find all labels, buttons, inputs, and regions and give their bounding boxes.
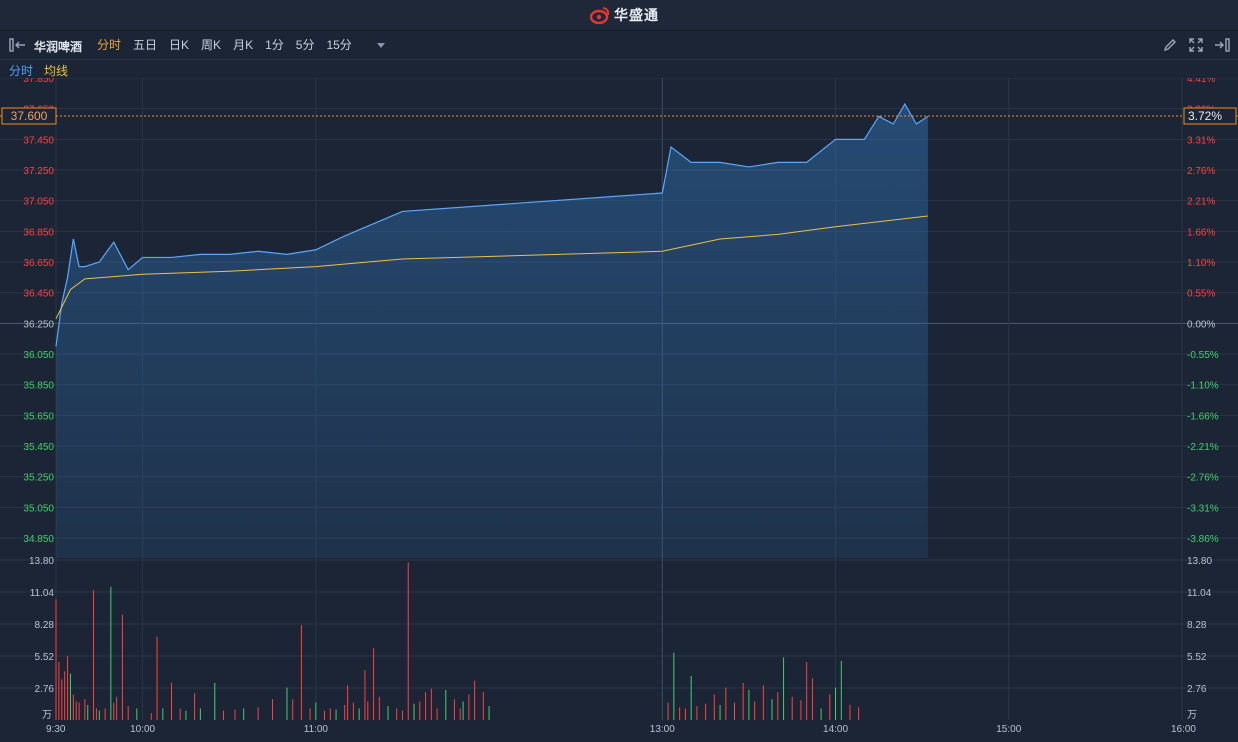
volume-unit-label: 万 bbox=[42, 710, 52, 721]
pct-tick-label: 3.31% bbox=[1187, 135, 1215, 146]
crosshair-pct: 3.72% bbox=[1188, 109, 1222, 123]
price-tick-label: 35.650 bbox=[23, 411, 54, 422]
collapse-right-icon[interactable] bbox=[1214, 37, 1230, 53]
pct-tick-label: -0.55% bbox=[1187, 350, 1219, 361]
stock-name: 华润啤酒 bbox=[34, 40, 83, 54]
price-tick-label: 36.450 bbox=[23, 289, 54, 300]
price-tick-label: 35.250 bbox=[23, 473, 54, 484]
pct-tick-label: 4.41% bbox=[1187, 78, 1215, 85]
pct-tick-label: -1.66% bbox=[1187, 411, 1219, 422]
tab-15min[interactable]: 15分 bbox=[326, 38, 352, 52]
volume-tick-label-right: 11.04 bbox=[1187, 588, 1212, 599]
price-area bbox=[56, 104, 928, 559]
price-series-line bbox=[55, 102, 929, 347]
time-tick-label: 9:30 bbox=[46, 724, 66, 735]
tab-intraday[interactable]: 分时 bbox=[97, 38, 122, 52]
crosshair: 37.600 3.72% bbox=[0, 107, 1238, 125]
pct-tick-label: 0.55% bbox=[1187, 289, 1215, 300]
pct-tick-label: 1.66% bbox=[1187, 227, 1215, 238]
pct-tick-label: -1.10% bbox=[1187, 381, 1219, 392]
time-tick-label: 16:00 bbox=[1171, 724, 1196, 735]
price-tick-label: 34.850 bbox=[23, 534, 54, 545]
tab-1min[interactable]: 1分 bbox=[265, 38, 284, 52]
price-tick-label: 35.850 bbox=[23, 381, 54, 392]
crosshair-pct-box bbox=[1183, 107, 1237, 125]
tab-weekly-k[interactable]: 周K bbox=[201, 38, 222, 52]
pct-tick-label: 2.76% bbox=[1187, 166, 1215, 177]
pct-tick-label: 1.10% bbox=[1187, 258, 1215, 269]
price-tick-label: 36.850 bbox=[23, 227, 54, 238]
tab-daily-k[interactable]: 日K bbox=[169, 38, 190, 52]
volume-tick-label: 11.04 bbox=[30, 588, 55, 599]
brand-name: 华盛通 bbox=[614, 7, 659, 23]
tab-monthly-k[interactable]: 月K bbox=[233, 38, 254, 52]
period-tabs: 分时 五日 日K 周K 月K 1分 5分 15分 bbox=[97, 37, 364, 53]
volume-tick-label-right: 5.52 bbox=[1187, 652, 1207, 663]
collapse-left-icon[interactable] bbox=[9, 38, 27, 52]
price-tick-label: 37.050 bbox=[23, 197, 54, 208]
chart-axes: 37.8504.41%37.6503.86%37.4503.31%37.2502… bbox=[23, 78, 1218, 735]
chart-legend: 分时 均线 bbox=[0, 60, 1238, 78]
tab-5min[interactable]: 5分 bbox=[295, 38, 315, 52]
price-lines bbox=[55, 102, 929, 347]
price-tick-label: 35.450 bbox=[23, 442, 54, 453]
volume-unit-label-right: 万 bbox=[1187, 710, 1197, 721]
tab-five-day[interactable]: 五日 bbox=[133, 38, 158, 52]
time-tick-label: 15:00 bbox=[996, 724, 1021, 735]
price-tick-label: 36.650 bbox=[23, 258, 54, 269]
time-tick-label: 13:00 bbox=[650, 724, 675, 735]
intraday-chart[interactable]: 37.8504.41%37.6503.86%37.4503.31%37.2502… bbox=[0, 78, 1238, 742]
legend-intraday[interactable]: 分时 bbox=[9, 64, 34, 78]
volume-tick-label: 5.52 bbox=[35, 652, 55, 663]
price-tick-label: 35.050 bbox=[23, 503, 54, 514]
pct-tick-label: -3.31% bbox=[1187, 503, 1219, 514]
volume-tick-label-right: 13.80 bbox=[1187, 556, 1212, 567]
crosshair-price-box bbox=[1, 107, 57, 125]
pct-tick-label: -3.86% bbox=[1187, 534, 1219, 545]
brand-logo-icon bbox=[590, 7, 610, 24]
period-dropdown-icon[interactable] bbox=[377, 43, 385, 48]
volume-tick-label-right: 2.76 bbox=[1187, 684, 1207, 695]
average-series-line bbox=[55, 215, 928, 319]
crosshair-price: 37.600 bbox=[11, 109, 48, 123]
price-area-fill bbox=[56, 104, 928, 559]
volume-bars bbox=[55, 562, 860, 720]
price-tick-label: 36.250 bbox=[23, 319, 54, 330]
time-tick-label: 11:00 bbox=[304, 724, 329, 735]
time-tick-label: 14:00 bbox=[823, 724, 848, 735]
volume-tick-label-right: 8.28 bbox=[1187, 620, 1207, 631]
pct-tick-label: 2.21% bbox=[1187, 197, 1215, 208]
price-tick-label: 37.450 bbox=[23, 135, 54, 146]
legend-average[interactable]: 均线 bbox=[44, 64, 69, 78]
top-bar: 华盛通 bbox=[0, 0, 1238, 31]
fullscreen-icon[interactable] bbox=[1188, 37, 1204, 53]
price-tick-label: 37.250 bbox=[23, 166, 54, 177]
volume-tick-label: 2.76 bbox=[35, 684, 55, 695]
pct-tick-label: -2.76% bbox=[1187, 473, 1219, 484]
volume-tick-label: 13.80 bbox=[29, 556, 54, 567]
chart-toolbar: 华润啤酒 分时 五日 日K 周K 月K 1分 5分 15分 bbox=[0, 31, 1238, 60]
toolbar-actions bbox=[1162, 37, 1230, 53]
pencil-icon[interactable] bbox=[1162, 37, 1178, 53]
pct-tick-label: 0.00% bbox=[1187, 319, 1215, 330]
pct-tick-label: -2.21% bbox=[1187, 442, 1219, 453]
time-tick-label: 10:00 bbox=[130, 724, 155, 735]
brand-logo: 华盛通 bbox=[590, 6, 659, 24]
price-tick-label: 36.050 bbox=[23, 350, 54, 361]
price-tick-label: 37.850 bbox=[23, 78, 54, 85]
volume-tick-label: 8.28 bbox=[35, 620, 55, 631]
